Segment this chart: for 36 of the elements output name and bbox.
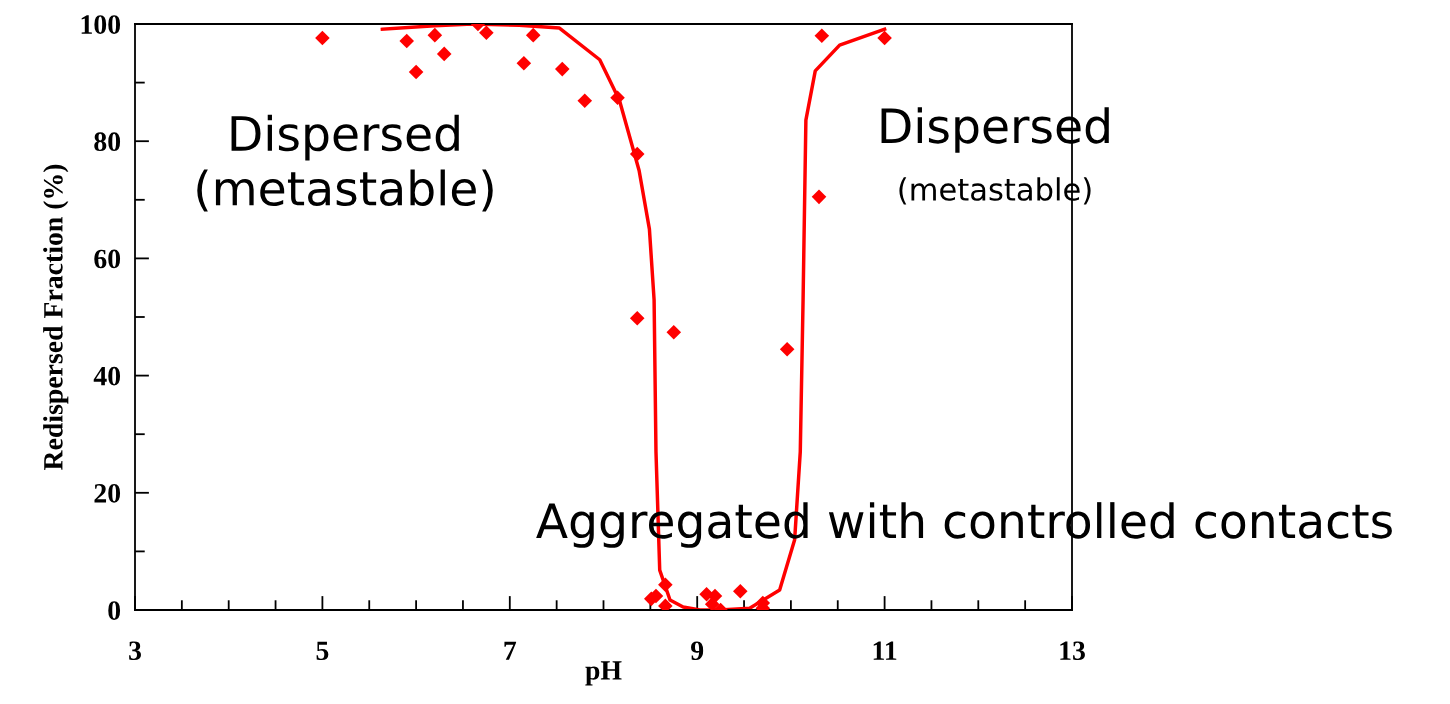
point [315,30,330,46]
x-axis-title: pH [585,661,622,686]
point [811,189,827,205]
point [399,33,415,49]
point [427,27,443,43]
point [629,310,645,326]
y-tick-label: 20 [94,483,121,503]
point [814,28,830,43]
point [408,64,424,80]
point [577,93,593,109]
point [779,341,795,357]
y-tick-label: 80 [94,132,121,152]
point [610,90,625,106]
y-tick-label: 40 [93,366,121,386]
x-tick-label: 7 [504,641,517,660]
point [666,324,682,340]
x-tick-label: 13 [1060,641,1085,661]
point [479,25,494,41]
y-axis-title: Redispersed Fraction (%) [43,164,69,471]
x-tick-label: 3 [129,641,141,661]
point [525,27,541,43]
point [733,583,748,599]
point [704,596,720,610]
x-tick-label: 9 [691,641,704,661]
y-tick-label: 60 [94,249,121,269]
point [436,46,452,62]
point [516,55,532,71]
point [658,577,673,593]
point [629,146,645,162]
y-tick-label: 100 [81,15,121,34]
x-tick-label: 11 [873,641,897,660]
annotation: Dispersed (metastable) [197,114,493,212]
point [554,61,570,77]
x-tick-label: 5 [316,641,329,661]
point [877,30,892,46]
y-tick-label: 0 [108,601,121,620]
